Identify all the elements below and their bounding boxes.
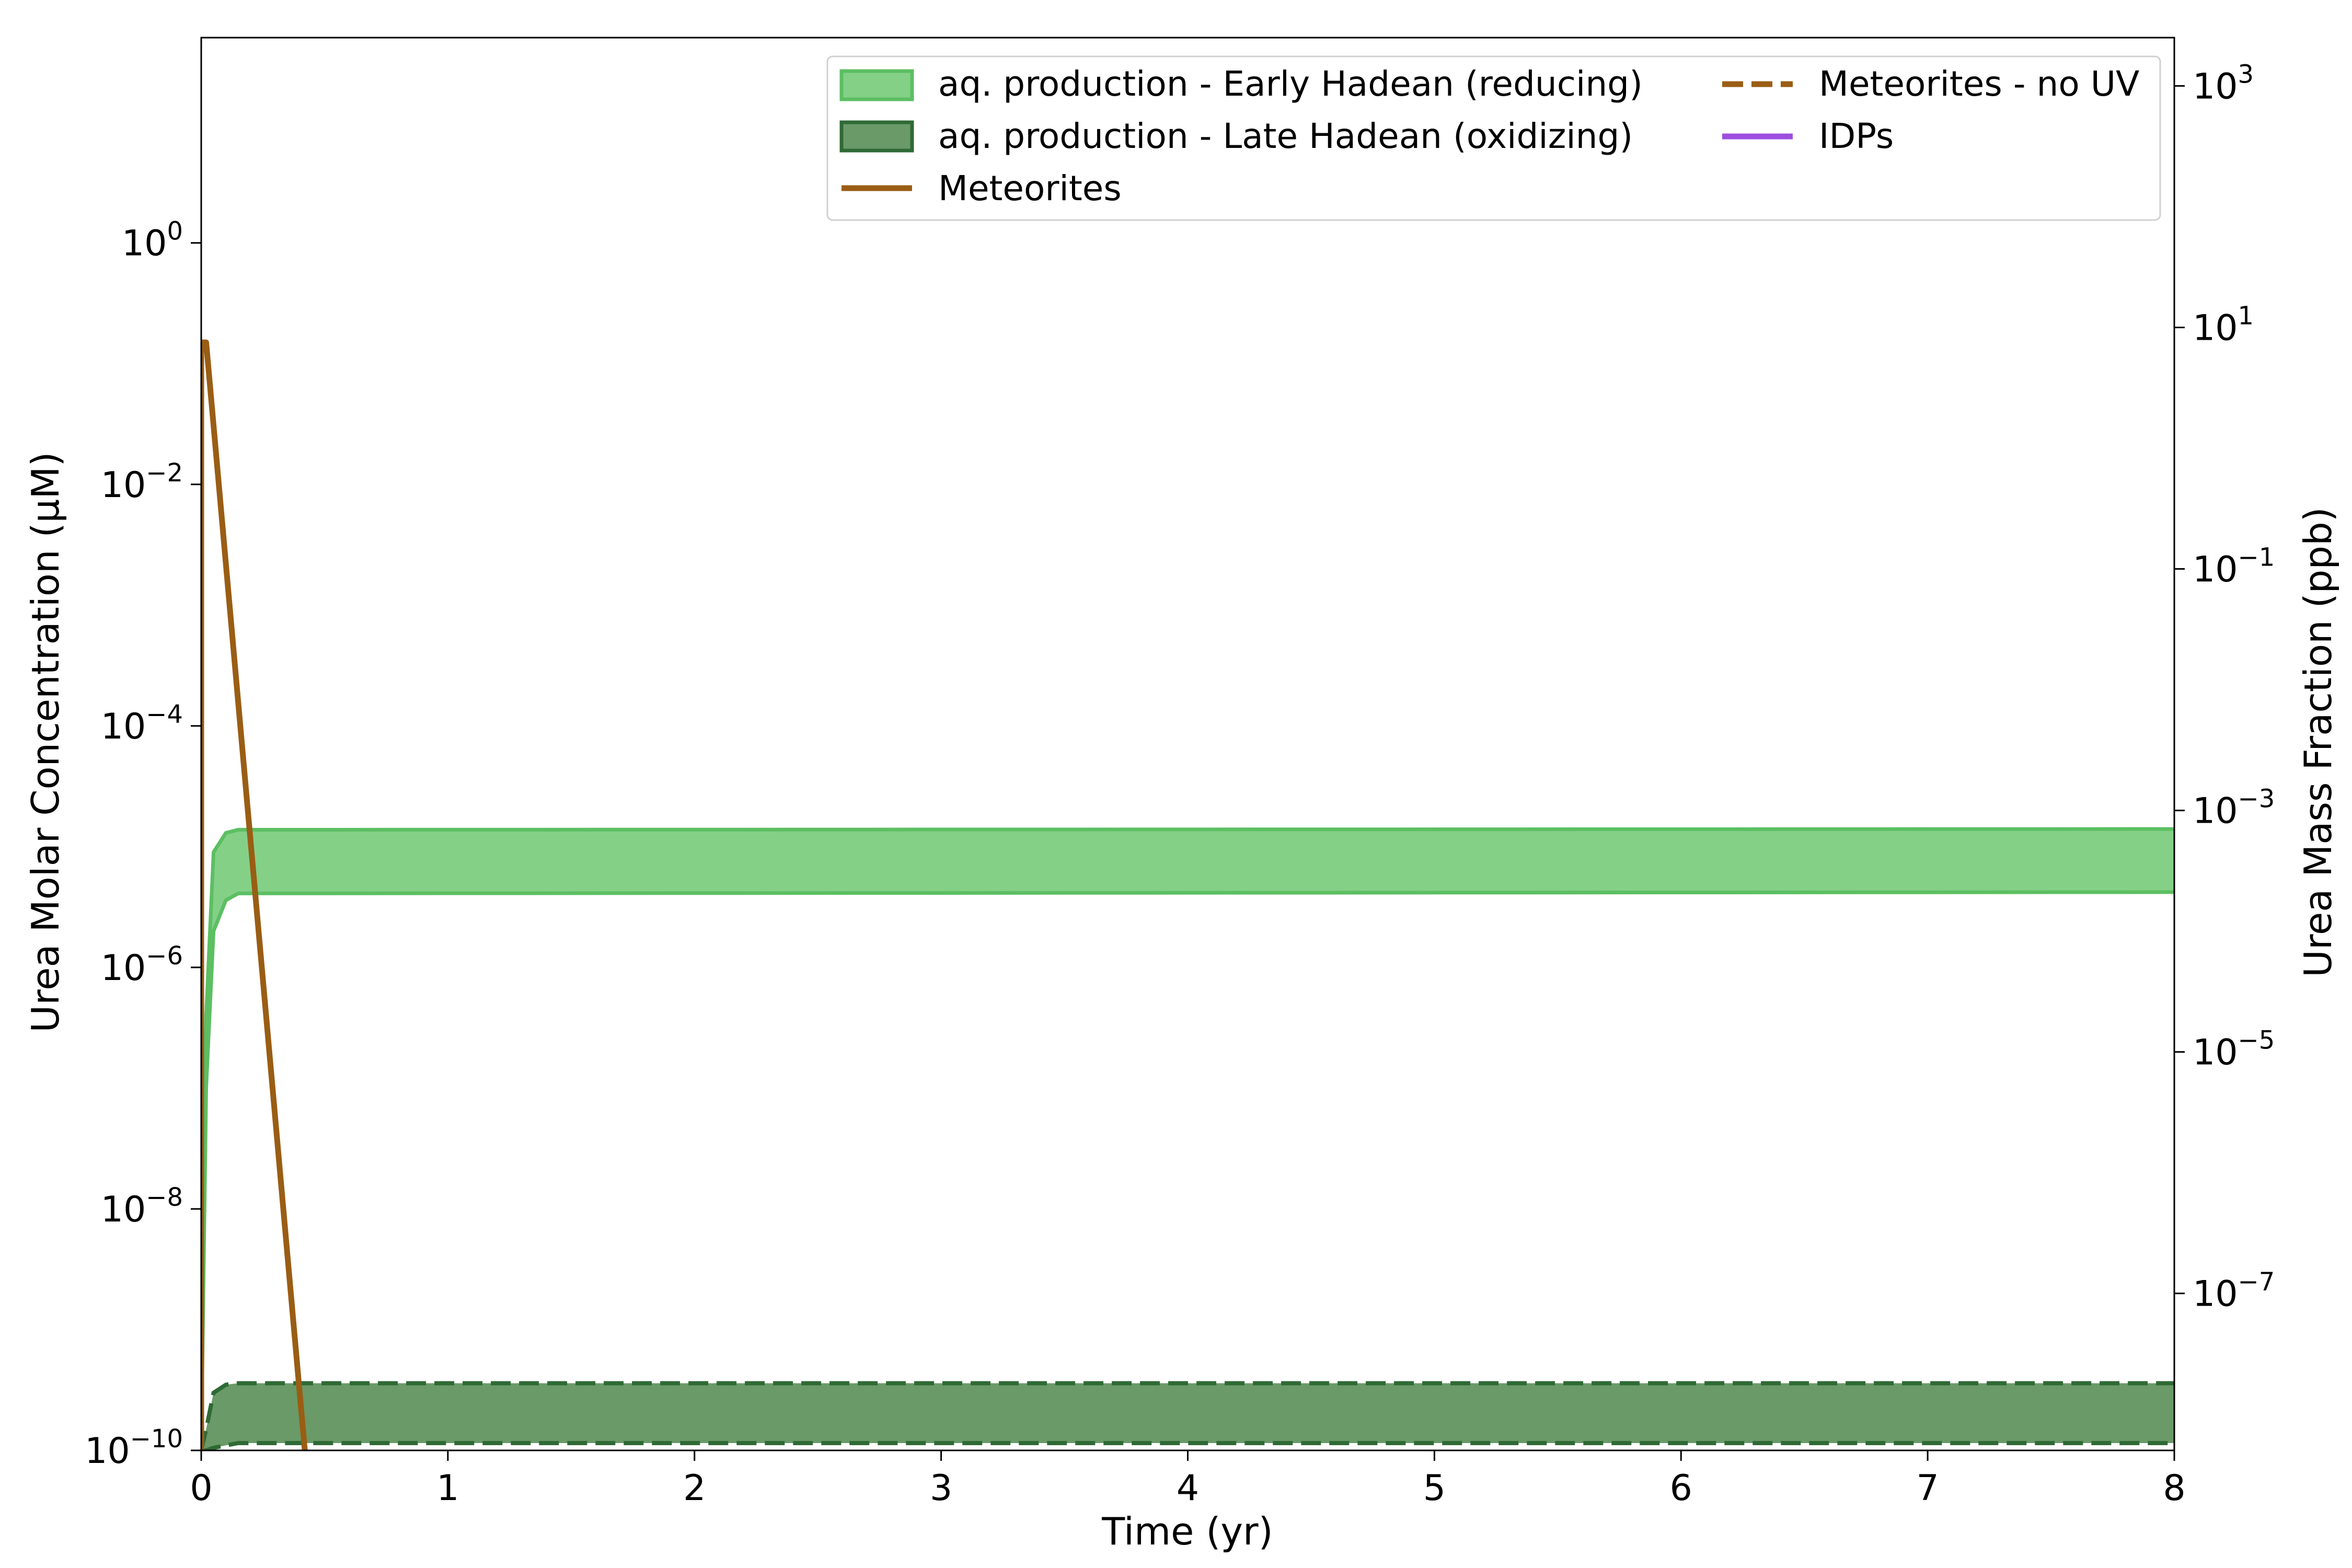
legend-label-early-hadean: aq. production - Early Hadean (reducing): [938, 64, 1643, 104]
x-axis: 0 1 2 3 4 5 6 7 8: [190, 1450, 2186, 1509]
x-tick-label: 8: [2163, 1468, 2185, 1509]
x-tick-label: 5: [1423, 1468, 1446, 1509]
x-tick-label: 7: [1916, 1468, 1939, 1509]
y-left-tick-label: 100: [122, 217, 183, 264]
y-left-tick-label: 10−6: [101, 941, 183, 989]
bands-layer: [201, 827, 2174, 1450]
legend-item-idps: IDPs: [1722, 116, 1894, 156]
band-aq-production-late-hadean-oxidizing: [201, 1383, 2174, 1450]
y-axis-right-title: Urea Mass Fraction (ppb): [2296, 507, 2340, 977]
y-axis-left-title: Urea Molar Concentration (μM): [24, 452, 67, 1032]
x-tick-label: 6: [1670, 1468, 1692, 1509]
y-right-tick-label: 10−1: [2193, 543, 2275, 591]
legend-item-meteorites-no-uv: Meteorites - no UV: [1722, 64, 2139, 104]
x-axis-title: Time (yr): [1101, 1509, 1273, 1553]
legend-label-late-hadean: aq. production - Late Hadean (oxidizing): [938, 116, 1633, 156]
y-left-tick-label: 10−8: [101, 1183, 183, 1230]
legend-item-meteorites: Meteorites: [841, 168, 1122, 209]
legend-label-idps: IDPs: [1819, 116, 1894, 156]
x-tick-label: 0: [190, 1468, 212, 1509]
y-axis-left: 100 10−2 10−4 10−6 10−8 10−10: [85, 217, 201, 1472]
band-upper-edge-aq-production-late-hadean-oxidizing: [201, 1381, 2174, 1450]
lines-layer: [201, 339, 308, 1450]
x-tick-label: 4: [1177, 1468, 1199, 1509]
legend-swatch-late-hadean: [839, 120, 914, 153]
legend-label-meteorites-no-uv: Meteorites - no UV: [1819, 64, 2139, 104]
legend-item-late-hadean: aq. production - Late Hadean (oxidizing): [839, 116, 1633, 156]
legend-label-meteorites: Meteorites: [938, 168, 1122, 209]
y-right-tick-label: 101: [2193, 301, 2254, 349]
y-right-tick-label: 10−3: [2193, 785, 2275, 832]
x-tick-label: 3: [930, 1468, 952, 1509]
legend-item-early-hadean: aq. production - Early Hadean (reducing): [839, 64, 1643, 104]
band-lower-edge-aq-production-early-hadean-reducing: [201, 890, 2174, 1450]
legend: aq. production - Early Hadean (reducing)…: [826, 55, 2161, 221]
band-lower-edge-aq-production-late-hadean-oxidizing: [201, 1440, 2174, 1450]
x-tick-label: 1: [436, 1468, 459, 1509]
y-left-tick-label: 10−4: [101, 700, 183, 747]
x-tick-label: 2: [683, 1468, 706, 1509]
legend-swatch-early-hadean: [839, 69, 914, 101]
legend-frame: [826, 55, 2161, 221]
y-right-tick-label: 10−5: [2193, 1026, 2275, 1074]
y-right-tick-label: 103: [2193, 60, 2254, 107]
plot-area: [201, 339, 2174, 1450]
series-line-meteorites: [201, 339, 308, 1450]
y-left-tick-label: 10−2: [101, 458, 183, 506]
y-axis-right: 103 101 10−1 10−3 10−5 10−7: [2174, 60, 2275, 1315]
y-left-tick-label: 10−10: [85, 1424, 183, 1472]
y-right-tick-label: 10−7: [2193, 1267, 2275, 1315]
